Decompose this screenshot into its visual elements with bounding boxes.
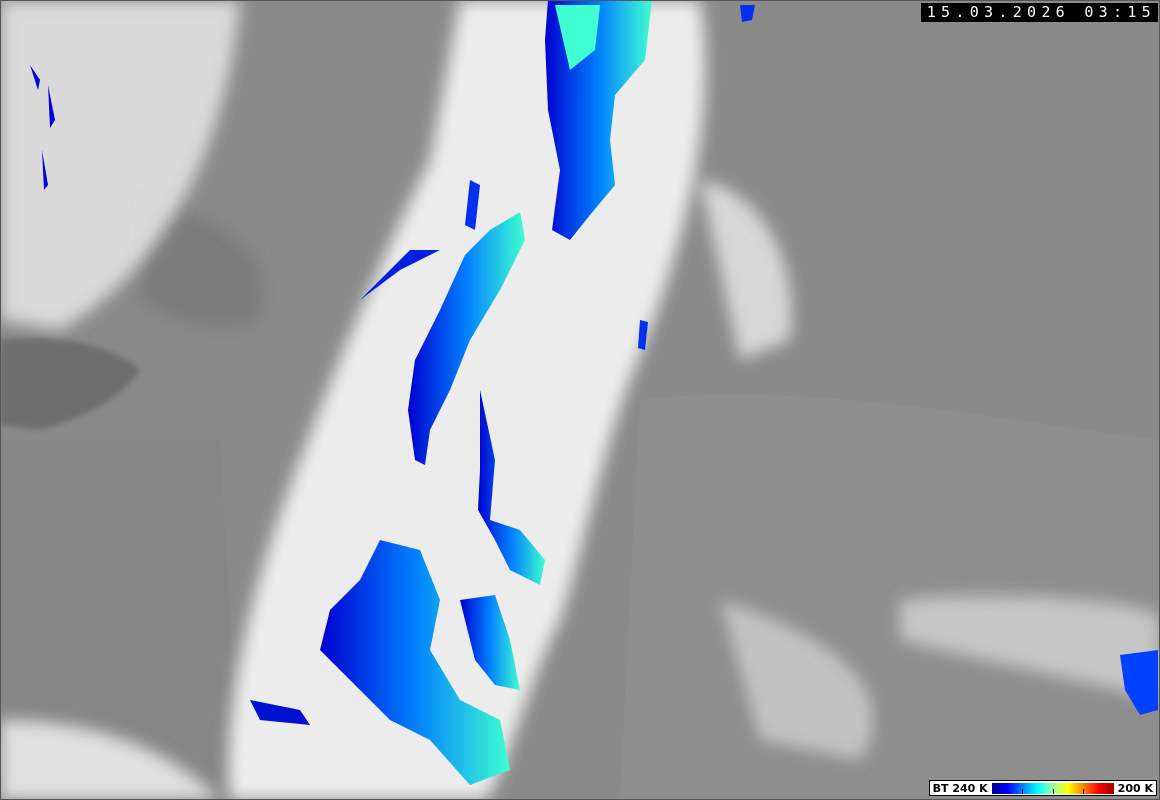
legend-tick <box>1083 788 1085 794</box>
legend-color-bar <box>991 782 1114 794</box>
timestamp-label: 15.03.2026 03:15 <box>920 3 1158 22</box>
cold-cloud-tops <box>30 0 1158 785</box>
brightness-temperature-legend: BT 240 K 200 K <box>928 780 1157 796</box>
legend-tick <box>1052 788 1054 794</box>
legend-label-left: BT 240 K <box>932 781 988 795</box>
legend-tick <box>1022 788 1024 794</box>
legend-label-right: 200 K <box>1117 781 1153 795</box>
